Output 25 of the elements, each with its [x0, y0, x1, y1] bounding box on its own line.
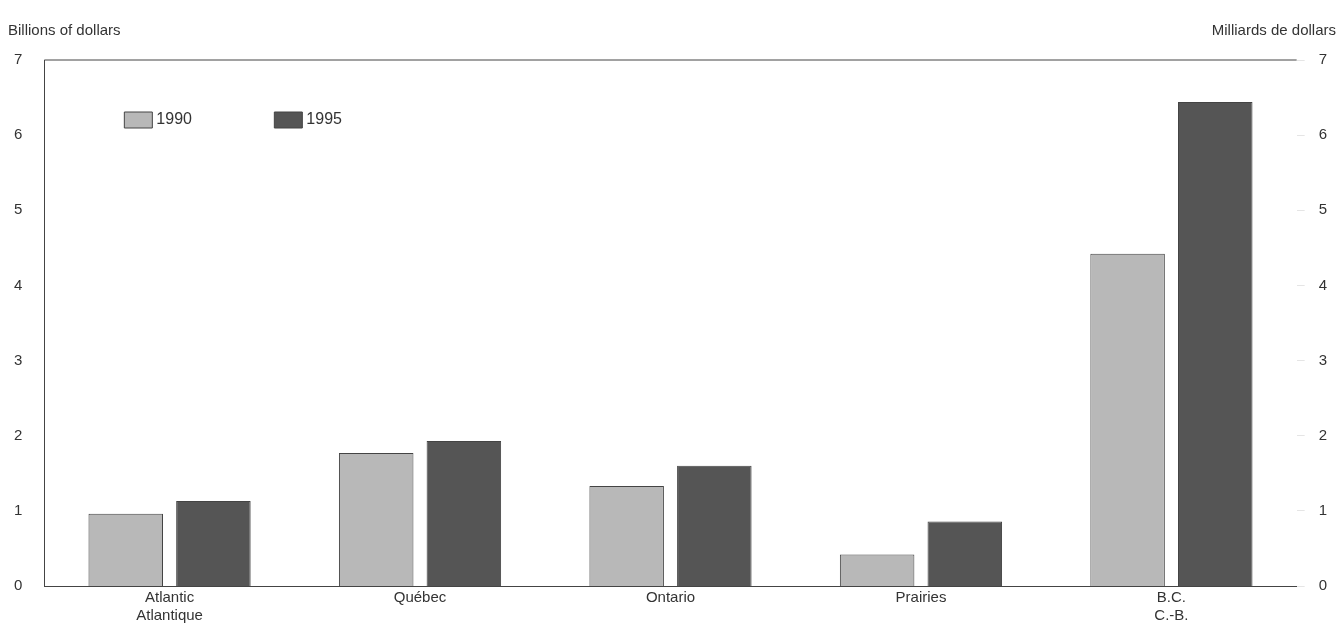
y-tick-label: 3 [14, 350, 23, 368]
x-tick-label: Québec [393, 588, 447, 606]
y-tick-label: 5 [14, 200, 23, 218]
y2-tick-label: 3 [1318, 350, 1327, 368]
y-tick-label: 0 [14, 576, 23, 594]
y-tick-label: 4 [14, 275, 23, 293]
y2-tick-label: 4 [1318, 275, 1327, 293]
legend-label: 1995 [306, 110, 343, 128]
y2-tick-label: 1 [1318, 501, 1327, 518]
y2-tick-label: 5 [1318, 200, 1327, 218]
x-tick-label: B.C. C.-B. [1154, 588, 1189, 624]
x-tick-label: Prairies [895, 588, 947, 606]
y2-tick-label: 6 [1318, 125, 1327, 143]
y-axis-title: Billions of dollars [8, 20, 121, 38]
y2-tick-label: 7 [1318, 50, 1327, 68]
y-tick-label: 6 [14, 125, 23, 143]
y-tick-label: 2 [14, 425, 23, 443]
y-tick-label: 1 [14, 501, 23, 518]
legend-label: 1990 [156, 110, 193, 128]
x-tick-label: Atlantic Atlantique [136, 588, 203, 624]
y2-axis-title: Milliards de dollars [1211, 20, 1336, 38]
y2-tick-label: 0 [1318, 576, 1327, 594]
y-tick-label: 7 [14, 50, 23, 68]
x-tick-label: Ontario [645, 588, 696, 606]
y2-tick-label: 2 [1318, 425, 1327, 443]
